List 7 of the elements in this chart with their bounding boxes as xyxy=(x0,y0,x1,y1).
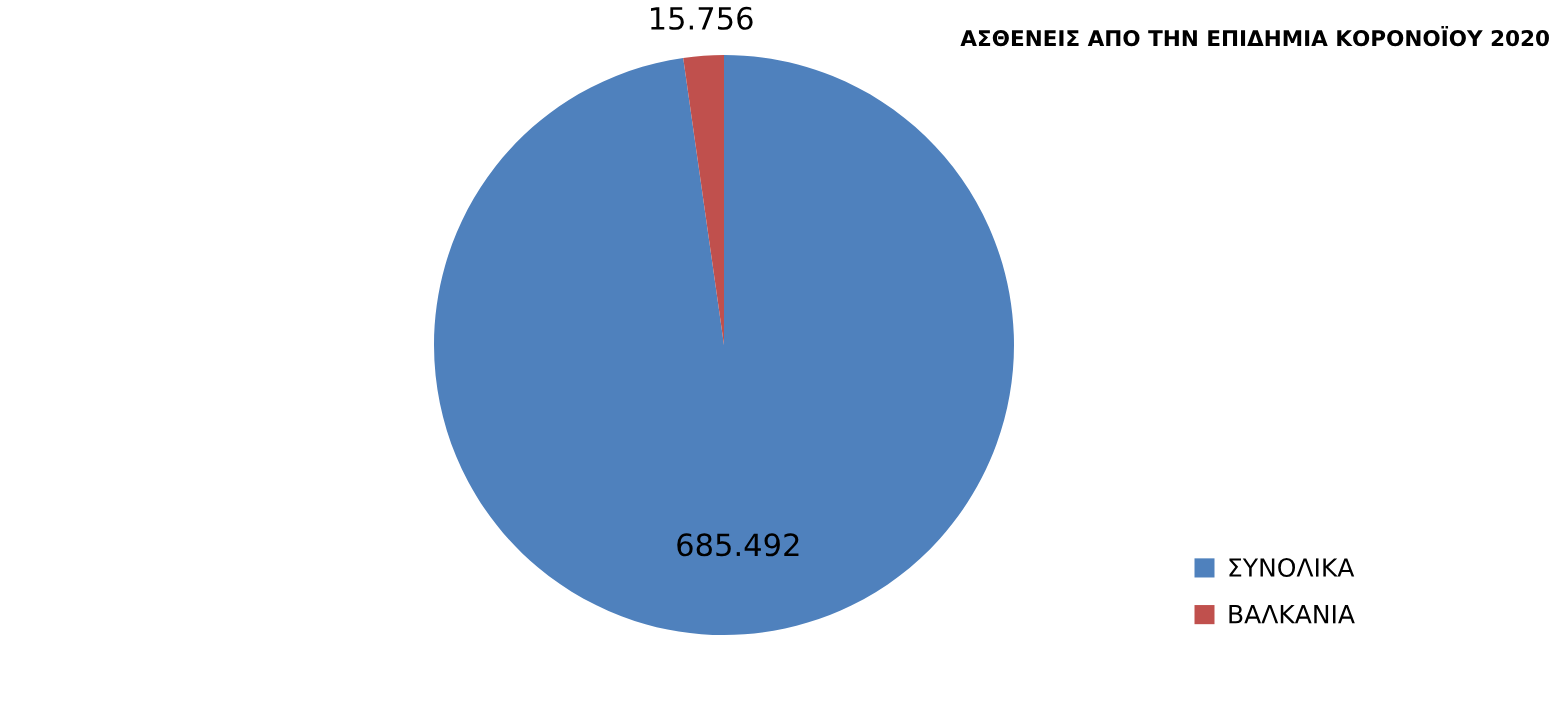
data-label: 685.492 xyxy=(677,533,799,557)
legend-label: ΣΥΝΟΛΙΚΑ xyxy=(1229,558,1355,577)
text: ΑΣΘΕΝΕΙΣ ΑΠΟ ΤΗΝ ΕΠΙΔΗΜΙΑ ΚΟΡΟΝΟΪΟΥ 2020 xyxy=(960,26,1549,47)
legend-label: ΒΑΛΚΑΝΙΑ xyxy=(1229,605,1355,624)
pie-slice xyxy=(683,55,724,345)
data-label: 15.756 xyxy=(650,6,753,30)
pie-slice xyxy=(434,55,1014,635)
